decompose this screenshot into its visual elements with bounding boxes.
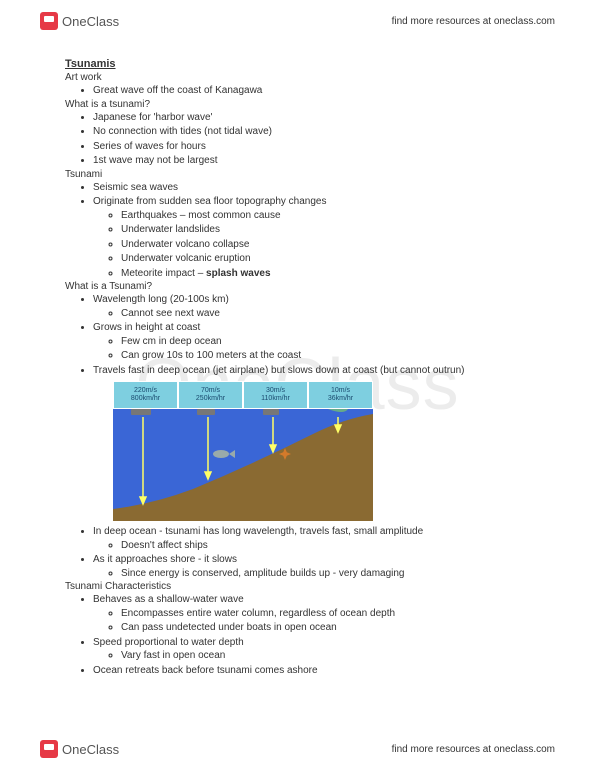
list-item: Few cm in deep ocean	[121, 335, 535, 349]
list-item: Since energy is conserved, amplitude bui…	[121, 567, 535, 581]
tsunami-speed-diagram: 220m/s800km/hr 70m/s250km/hr 30m/s110km/…	[113, 381, 373, 521]
list-item: Grows in height at coast Few cm in deep …	[93, 321, 535, 363]
list-item: Cannot see next wave	[121, 307, 535, 321]
list-item: No connection with tides (not tidal wave…	[93, 125, 535, 139]
page-header: OneClass find more resources at oneclass…	[0, 0, 595, 38]
logo: OneClass	[40, 740, 119, 758]
section-label: Art work	[65, 72, 535, 83]
logo-icon	[40, 12, 58, 30]
list-item: Originate from sudden sea floor topograp…	[93, 195, 535, 280]
diagram-label: 10m/s36km/hr	[309, 382, 372, 408]
diagram-label: 70m/s250km/hr	[179, 382, 242, 408]
list-item: 1st wave may not be largest	[93, 154, 535, 168]
logo-text: OneClass	[62, 14, 119, 29]
logo-icon	[40, 740, 58, 758]
section-label: Tsunami	[65, 169, 535, 180]
list-item: Seismic sea waves	[93, 181, 535, 195]
list-item: Encompasses entire water column, regardl…	[121, 607, 535, 621]
list-item: Series of waves for hours	[93, 140, 535, 154]
list-item: Underwater volcano collapse	[121, 238, 535, 252]
section-label: What is a Tsunami?	[65, 281, 535, 292]
list-item: Can pass undetected under boats in open …	[121, 621, 535, 635]
list-item: Underwater landslides	[121, 223, 535, 237]
diagram-label: 220m/s800km/hr	[114, 382, 177, 408]
document-body: Tsunamis Art work Great wave off the coa…	[0, 38, 595, 688]
list-item: As it approaches shore - it slows Since …	[93, 553, 535, 580]
section-label: Tsunami Characteristics	[65, 581, 535, 592]
list-item: Can grow 10s to 100 meters at the coast	[121, 349, 535, 363]
list-item: Doesn't affect ships	[121, 539, 535, 553]
list-item: Behaves as a shallow-water wave Encompas…	[93, 593, 535, 635]
list-item: Underwater volcanic eruption	[121, 252, 535, 266]
diagram-water	[113, 409, 373, 521]
list-item: In deep ocean - tsunami has long wavelen…	[93, 525, 535, 552]
list-item: Vary fast in open ocean	[121, 649, 535, 663]
doc-title: Tsunamis	[65, 58, 535, 70]
diagram-labels: 220m/s800km/hr 70m/s250km/hr 30m/s110km/…	[113, 381, 373, 409]
logo-text: OneClass	[62, 742, 119, 757]
list-item: Travels fast in deep ocean (jet airplane…	[93, 364, 535, 378]
logo: OneClass	[40, 12, 119, 30]
list-item: Speed proportional to water depth Vary f…	[93, 636, 535, 663]
diagram-label: 30m/s110km/hr	[244, 382, 307, 408]
list-item: Japanese for 'harbor wave'	[93, 111, 535, 125]
diagram-svg	[113, 409, 373, 521]
page-footer: OneClass find more resources at oneclass…	[40, 740, 555, 758]
list-item: Wavelength long (20-100s km) Cannot see …	[93, 293, 535, 320]
section-label: What is a tsunami?	[65, 99, 535, 110]
list-item: Ocean retreats back before tsunami comes…	[93, 664, 535, 678]
list-item: Great wave off the coast of Kanagawa	[93, 84, 535, 98]
footer-link[interactable]: find more resources at oneclass.com	[392, 744, 555, 755]
list-item: Earthquakes – most common cause	[121, 209, 535, 223]
list-item: Meteorite impact – splash waves	[121, 267, 535, 281]
header-link[interactable]: find more resources at oneclass.com	[392, 16, 555, 27]
